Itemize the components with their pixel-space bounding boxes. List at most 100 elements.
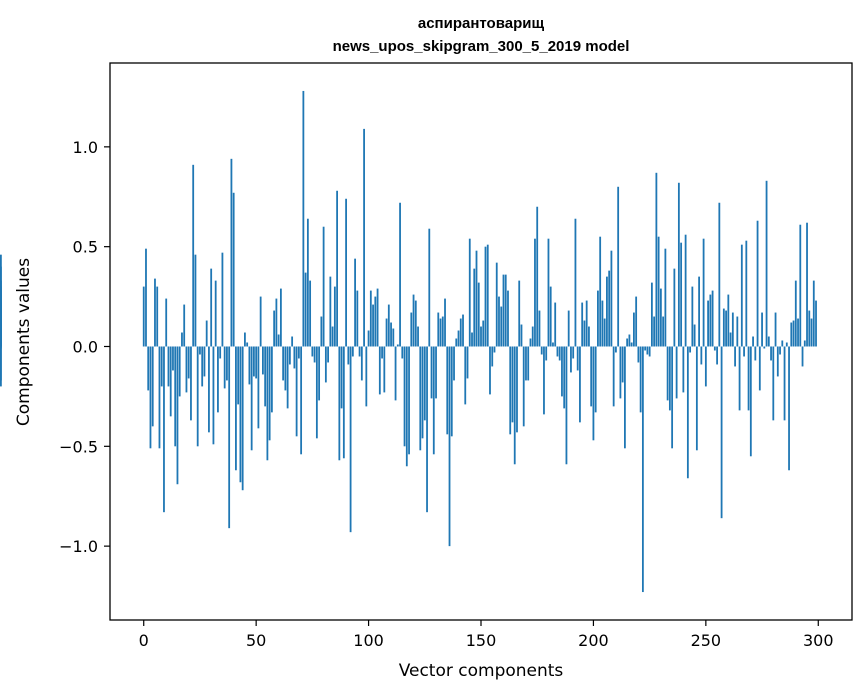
- bar-31: [212, 346, 215, 445]
- bar-212: [619, 346, 622, 399]
- bar-139: [455, 338, 458, 347]
- bar-144: [466, 346, 469, 379]
- bar-90: [345, 198, 347, 347]
- bar-142: [462, 314, 464, 347]
- bar-44: [241, 346, 244, 491]
- bar-172: [529, 338, 532, 347]
- bar-128: [430, 346, 433, 399]
- bar-133: [441, 316, 444, 347]
- bar-50: [255, 346, 258, 379]
- bar-285: [783, 346, 786, 421]
- bar-118: [408, 346, 410, 455]
- y-axis-label: Components values: [14, 258, 34, 426]
- bar-274: [758, 346, 761, 391]
- bar-63: [284, 346, 287, 391]
- bar-119: [410, 312, 413, 347]
- bar-70: [300, 346, 303, 455]
- bar-273: [756, 220, 759, 347]
- bar-60: [277, 334, 280, 347]
- bar-146: [471, 332, 473, 347]
- bar-166: [516, 346, 518, 433]
- bar-202: [597, 290, 599, 347]
- bar-1: [145, 248, 147, 347]
- bar-186: [561, 346, 563, 397]
- bar-245: [693, 324, 696, 347]
- bar-86: [336, 190, 338, 347]
- bar-208: [610, 250, 613, 347]
- bar-51: [257, 346, 260, 429]
- bar-91: [347, 346, 350, 365]
- bar-259: [725, 310, 727, 347]
- bar-11: [167, 346, 170, 387]
- bar-256: [718, 202, 721, 347]
- bar-0: [142, 286, 145, 347]
- y-tick-label: −0.5: [59, 437, 98, 456]
- bar-234: [668, 346, 671, 411]
- bar-68: [295, 346, 298, 437]
- bar-154: [489, 346, 491, 395]
- bar-75: [311, 346, 314, 357]
- bar-10: [165, 298, 168, 347]
- bar-174: [534, 238, 536, 347]
- bar-7: [158, 346, 161, 449]
- bar-210: [615, 346, 617, 353]
- bar-250: [704, 346, 707, 387]
- bar-237: [675, 346, 678, 399]
- bar-206: [606, 276, 608, 347]
- bar-253: [711, 290, 714, 347]
- bar-105: [378, 346, 381, 395]
- bar-34: [219, 346, 222, 359]
- bar-182: [552, 342, 554, 347]
- bar-64: [286, 346, 289, 409]
- bar-33: [217, 346, 219, 413]
- bar-165: [513, 346, 516, 465]
- bar-143: [464, 346, 467, 405]
- bar-137: [450, 346, 453, 437]
- bar-65: [288, 346, 291, 365]
- bar-147: [473, 268, 476, 347]
- bar-undefined: [0, 346, 2, 387]
- bar-98: [363, 128, 365, 347]
- bar-269: [747, 346, 750, 411]
- bar-56: [268, 346, 271, 441]
- bar-18: [183, 304, 186, 347]
- bar-225: [648, 346, 651, 357]
- bar-28: [205, 320, 208, 347]
- bar-3: [149, 346, 152, 449]
- bar-135: [446, 346, 449, 435]
- bar-262: [731, 312, 734, 347]
- bar-224: [646, 346, 649, 355]
- x-tick-label: 50: [246, 631, 266, 650]
- bar-191: [572, 346, 575, 359]
- bar-168: [520, 324, 523, 347]
- chart-title: аспирантоварищ: [418, 15, 545, 32]
- bar-5: [154, 278, 156, 347]
- bar-41: [235, 346, 237, 471]
- bar-180: [547, 238, 550, 347]
- bar-164: [511, 346, 514, 423]
- bar-268: [745, 240, 748, 347]
- bar-80: [322, 226, 325, 347]
- bar-214: [624, 346, 626, 449]
- bar-35: [221, 252, 224, 347]
- bar-77: [315, 346, 318, 439]
- bar-131: [437, 312, 440, 347]
- bar-229: [657, 236, 660, 347]
- bar-263: [734, 346, 736, 367]
- y-tick-label: 0.0: [73, 337, 98, 356]
- bar-189: [567, 310, 570, 347]
- bar-38: [228, 346, 231, 529]
- bar-296: [808, 310, 811, 347]
- bar-36: [223, 346, 226, 389]
- bar-258: [722, 308, 725, 347]
- bar-123: [419, 346, 422, 451]
- bar-114: [399, 202, 401, 347]
- bar-218: [633, 312, 635, 347]
- bar-179: [545, 346, 548, 361]
- bar-72: [304, 272, 307, 347]
- bar-132: [439, 318, 442, 347]
- bar-103: [374, 296, 377, 347]
- bar-284: [781, 340, 784, 347]
- bar-12: [169, 346, 172, 417]
